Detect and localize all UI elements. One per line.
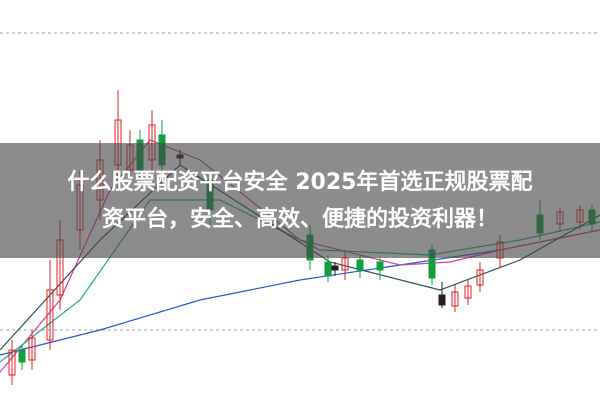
banner xyxy=(0,143,600,258)
banner-line: 什么股票配资平台安全 2025年首选正规股票配 xyxy=(68,169,533,195)
banner-line: 资平台，安全、高效、便捷的投资利器！ xyxy=(102,206,498,232)
